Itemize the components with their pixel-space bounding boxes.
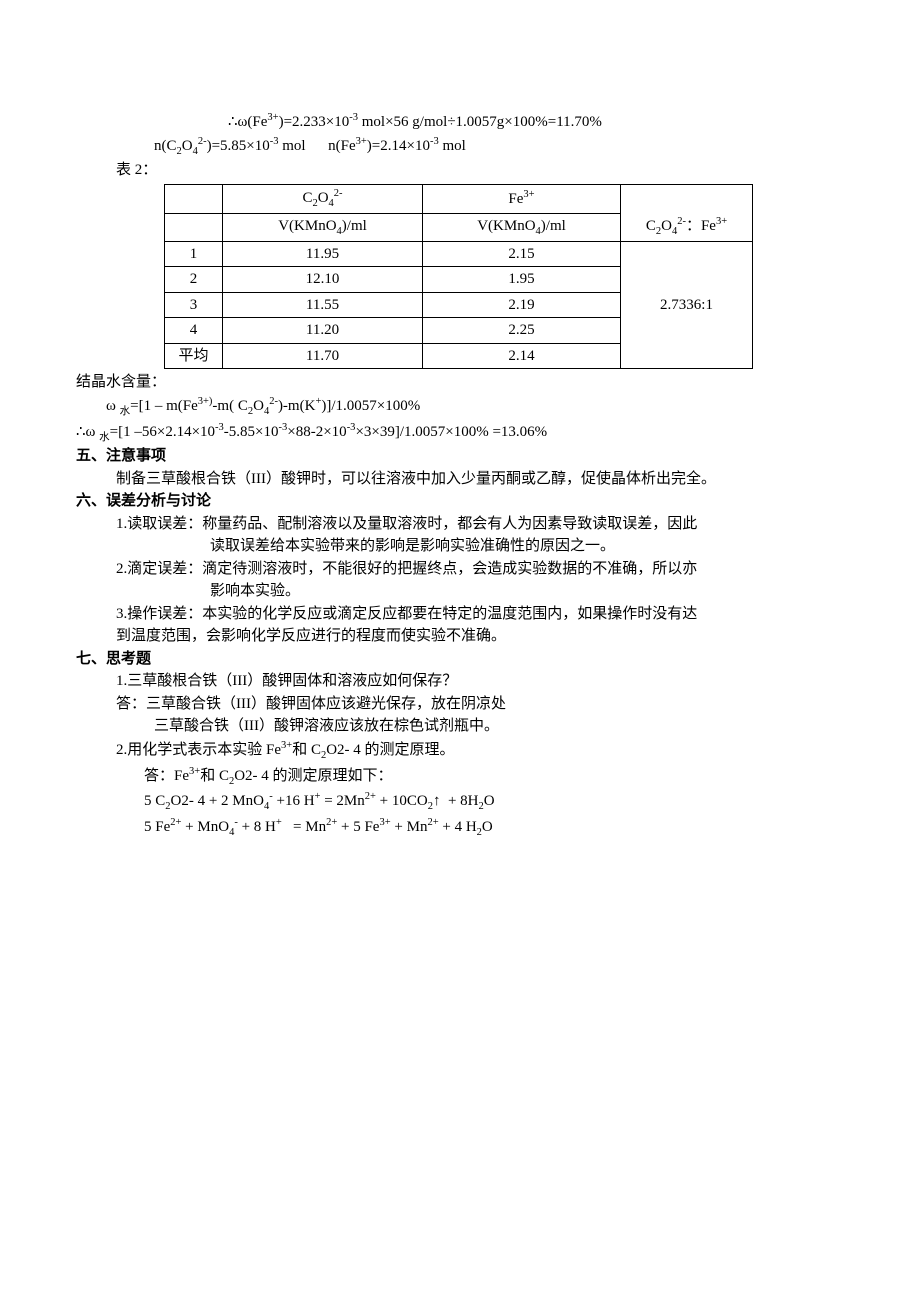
section-5-p1: 制备三草酸根合铁（III）酸钾时，可以往溶液中加入少量丙酮或乙醇，促使晶体析出完… xyxy=(76,468,844,491)
ratio-cell: 2.7336:1 xyxy=(621,241,753,369)
table-label: 表 2： xyxy=(76,159,844,182)
row-val2: 2.14 xyxy=(423,343,621,369)
row-val1: 11.20 xyxy=(223,318,423,344)
top-formula-2: n(C2O42-)=5.85×10-3 mol n(Fe3+)=2.14×10-… xyxy=(76,134,844,160)
row-val1: 11.55 xyxy=(223,292,423,318)
row-val1: 11.95 xyxy=(223,241,423,267)
row-val2: 1.95 xyxy=(423,267,621,293)
s6-item1a: 1.读取误差：称量药品、配制溶液以及量取溶液时，都会有人为因素导致读取误差，因此 xyxy=(76,513,844,536)
row-val2: 2.19 xyxy=(423,292,621,318)
table-row: 1 11.95 2.15 2.7336:1 xyxy=(165,241,753,267)
s6-item2b: 影响本实验。 xyxy=(76,580,844,603)
s7-a1a: 答：三草酸合铁（III）酸钾固体应该避光保存，放在阴凉处 xyxy=(76,693,844,716)
header-ratio-blank xyxy=(621,184,753,213)
s6-item3b: 到温度范围，会影响化学反应进行的程度而使实验不准确。 xyxy=(76,625,844,648)
row-idx: 3 xyxy=(165,292,223,318)
header-vkm-2: V(KMnO4)/ml xyxy=(423,213,621,241)
crystal-heading: 结晶水含量： xyxy=(76,371,844,394)
crystal-line1: ω 水=[1 – m(Fe3+)-m( C2O42-)-m(K+)]/1.005… xyxy=(76,394,844,420)
section-6-heading: 六、误差分析与讨论 xyxy=(76,490,844,513)
row-idx: 2 xyxy=(165,267,223,293)
s7-q1: 1.三草酸根合铁（III）酸钾固体和溶液应如何保存？ xyxy=(76,670,844,693)
row-val2: 2.25 xyxy=(423,318,621,344)
s7-a2c: 5 Fe2+ + MnO4- + 8 H+ = Mn2+ + 5 Fe3+ + … xyxy=(76,815,844,841)
table-header-row-1: C2O42- Fe3+ xyxy=(165,184,753,213)
s6-item2a: 2.滴定误差：滴定待测溶液时，不能很好的把握终点，会造成实验数据的不准确，所以亦 xyxy=(76,558,844,581)
s7-a2b: 5 C2O2- 4 + 2 MnO4- +16 H+ = 2Mn2+ + 10C… xyxy=(76,789,844,815)
s6-item3a: 3.操作误差：本实验的化学反应或滴定反应都要在特定的温度范围内，如果操作时没有达 xyxy=(76,603,844,626)
header-blank xyxy=(165,184,223,213)
header-fe3: Fe3+ xyxy=(423,184,621,213)
header-sub-blank xyxy=(165,213,223,241)
row-idx: 4 xyxy=(165,318,223,344)
s7-q2: 2.用化学式表示本实验 Fe3+和 C2O2- 4 的测定原理。 xyxy=(76,738,844,764)
header-c2o4: C2O42- xyxy=(223,184,423,213)
header-ratio-label: C2O42-：Fe3+ xyxy=(621,213,753,241)
row-idx: 1 xyxy=(165,241,223,267)
row-val2: 2.15 xyxy=(423,241,621,267)
crystal-line2: ∴ω 水=[1 –56×2.14×10-3-5.85×10-3×88-2×10-… xyxy=(76,420,844,446)
row-idx: 平均 xyxy=(165,343,223,369)
row-val1: 12.10 xyxy=(223,267,423,293)
header-vkm-1: V(KMnO4)/ml xyxy=(223,213,423,241)
data-table: C2O42- Fe3+ V(KMnO4)/ml V(KMnO4)/ml C2O4… xyxy=(164,184,753,370)
top-formula-1: ∴ω(Fe3+)=2.233×10-3 mol×56 g/mol÷1.0057g… xyxy=(76,110,844,134)
s6-item1b: 读取误差给本实验带来的影响是影响实验准确性的原因之一。 xyxy=(76,535,844,558)
section-5-heading: 五、注意事项 xyxy=(76,445,844,468)
s7-a1b: 三草酸合铁（III）酸钾溶液应该放在棕色试剂瓶中。 xyxy=(76,715,844,738)
table-header-row-2: V(KMnO4)/ml V(KMnO4)/ml C2O42-：Fe3+ xyxy=(165,213,753,241)
row-val1: 11.70 xyxy=(223,343,423,369)
section-7-heading: 七、思考题 xyxy=(76,648,844,671)
s7-a2a: 答：Fe3+和 C2O2- 4 的测定原理如下： xyxy=(76,764,844,790)
